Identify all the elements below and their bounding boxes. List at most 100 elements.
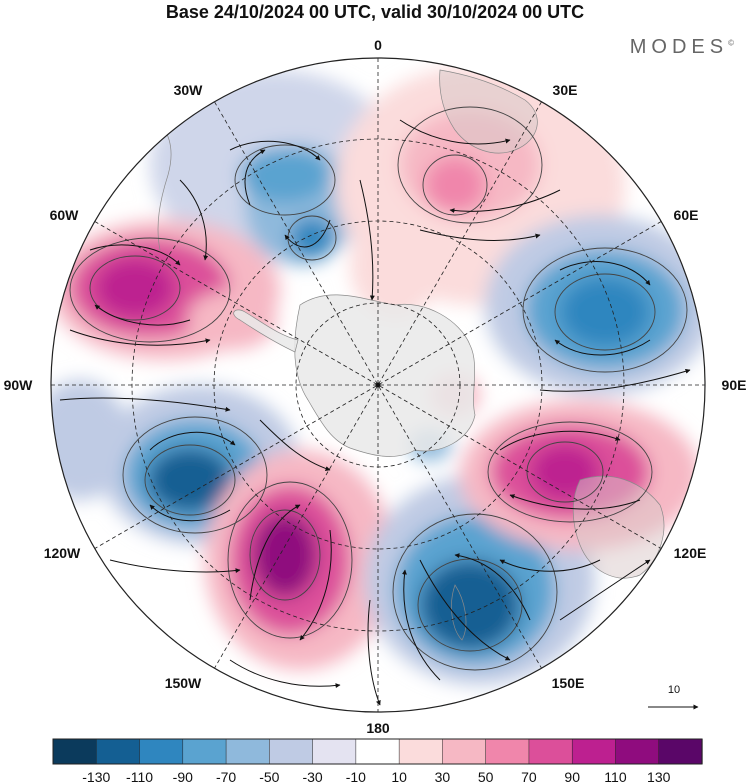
colorbar-cell <box>615 738 660 765</box>
lon-label-120e: 120E <box>674 545 707 561</box>
anomaly-low-150e-core <box>420 560 520 650</box>
colorbar-cell <box>312 738 357 765</box>
colorbar-cells <box>52 738 703 765</box>
reference-vector: 10 <box>648 684 699 710</box>
streamline <box>539 368 691 392</box>
anomaly-low-30w-core <box>290 218 334 258</box>
map-title: Base 24/10/2024 00 UTC, valid 30/10/2024… <box>165 2 585 22</box>
colorbar-tick-label: 50 <box>478 769 494 783</box>
colorbar-tick-label: -10 <box>346 769 366 783</box>
colorbar-tick-label: -130 <box>82 769 110 783</box>
anomaly-low-60e-core <box>560 277 650 347</box>
streamline <box>401 569 441 681</box>
colorbar-cell <box>139 738 184 765</box>
anomaly-high-150w-core <box>253 513 317 597</box>
lon-label-150w: 150W <box>165 675 202 691</box>
colorbar-cell <box>485 738 530 765</box>
new-zealand-outline <box>451 584 467 641</box>
streamline <box>499 430 621 451</box>
antarctic-peninsula <box>233 309 299 353</box>
streamline <box>259 419 331 471</box>
colorbar-tick-label: -30 <box>302 769 322 783</box>
colorbar-cell <box>225 738 270 765</box>
lon-label-60e: 60E <box>674 207 699 223</box>
anomaly-high-30e-core <box>425 157 485 213</box>
contour-ring <box>392 513 558 671</box>
colorbar-tick-label: 110 <box>604 769 627 783</box>
colorbar-tick-label: -50 <box>259 769 279 783</box>
colorbar-cell <box>182 738 227 765</box>
contour-ring <box>69 237 231 343</box>
colorbar-cell <box>355 738 400 765</box>
contour-ring <box>249 509 321 601</box>
streamline <box>284 219 331 248</box>
brand-text: MODES <box>629 36 729 58</box>
streamline <box>509 494 641 510</box>
streamline <box>367 599 381 706</box>
colorbar-tick-label: -90 <box>173 769 193 783</box>
colorbar-tick-label: 90 <box>564 769 580 783</box>
colorbar-cell <box>571 738 617 765</box>
colorbar-tick-label: 130 <box>647 769 671 783</box>
colorbar-cell <box>398 738 444 765</box>
contour-ring <box>122 416 268 534</box>
colorbar-cell <box>442 738 487 765</box>
colorbar-labels: -130 -110 -90 -70 -50 -30 -10 10 30 50 70 90 110 130 <box>82 769 670 783</box>
contour-ring <box>554 273 656 351</box>
streamlines <box>59 119 691 706</box>
streamline <box>89 244 181 266</box>
colorbar-cell <box>52 738 97 765</box>
lon-label-30w: 30W <box>174 82 204 98</box>
contour-ring <box>422 154 488 216</box>
anomaly-high-60w-core <box>95 258 175 318</box>
contour-ring <box>526 441 604 503</box>
colorbar-tick-label: -110 <box>126 769 153 783</box>
contour-ring <box>144 444 236 516</box>
colorbar-tick-label: 30 <box>435 769 451 783</box>
contour-ring <box>89 255 181 321</box>
streamline <box>559 261 651 286</box>
lon-label-30e: 30E <box>553 82 578 98</box>
streamline <box>554 339 651 356</box>
contour-ring <box>487 421 653 523</box>
streamline <box>454 553 531 621</box>
colorbar-tick-label: -70 <box>216 769 236 783</box>
colorbar-cell <box>96 738 141 765</box>
streamline <box>69 329 211 346</box>
streamline <box>559 559 651 621</box>
lon-label-90w: 90W <box>4 377 34 393</box>
antarctica-landmass <box>294 294 476 457</box>
streamline <box>399 119 511 145</box>
south-pole-marker <box>375 382 381 388</box>
streamline <box>359 179 375 301</box>
streamline <box>149 504 231 522</box>
lon-label-150e: 150E <box>552 675 585 691</box>
streamline <box>109 559 241 574</box>
streamline <box>179 179 209 261</box>
streamline <box>249 504 301 601</box>
anomaly-field <box>51 58 705 712</box>
streamline <box>229 659 341 689</box>
lon-label-0: 0 <box>374 37 382 53</box>
colorbar-tick-label: 10 <box>391 769 407 783</box>
modes-logo: MODES© <box>630 36 734 59</box>
australia-outline <box>572 475 665 579</box>
reference-vector-label: 10 <box>668 684 680 696</box>
streamline <box>499 559 601 572</box>
lon-label-90e: 90E <box>722 377 747 393</box>
streamline <box>244 149 266 206</box>
anomaly-high-peninsula <box>187 290 277 350</box>
streamline <box>299 529 332 641</box>
streamline <box>419 229 541 241</box>
colorbar-cell <box>269 738 314 765</box>
colorbar-cell <box>658 738 703 765</box>
streamline <box>419 559 511 661</box>
africa-outline <box>439 69 538 154</box>
colorbar-tick-label: 70 <box>521 769 537 783</box>
contour-ring <box>522 247 688 373</box>
graticule <box>51 58 705 712</box>
lon-label-60w: 60W <box>50 207 80 223</box>
colorbar: -130 -110 -90 -70 -50 -30 -10 10 30 50 70 90 110 130 <box>52 738 703 783</box>
lon-label-120w: 120W <box>44 545 81 561</box>
